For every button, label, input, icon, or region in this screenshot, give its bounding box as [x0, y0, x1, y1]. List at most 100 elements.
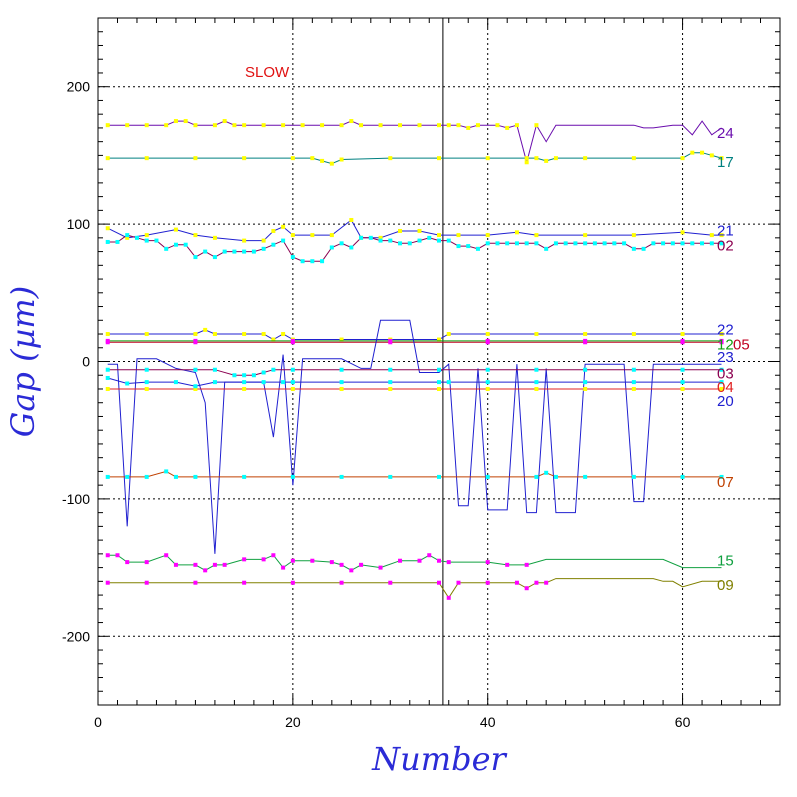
series-point-02 [631, 246, 636, 251]
series-point-09 [144, 580, 149, 585]
series-point-17 [144, 156, 149, 161]
series-point-07 [242, 474, 247, 479]
series-point-24 [173, 119, 178, 124]
series-point-02 [378, 238, 383, 243]
series-label-23: 23 [717, 349, 734, 366]
series-point-02 [261, 246, 266, 251]
series-point-04 [534, 386, 539, 391]
series-point-21 [349, 217, 354, 222]
series-point-02 [612, 241, 617, 246]
series-point-02 [417, 238, 422, 243]
series-point-04 [105, 386, 110, 391]
series-point-02 [222, 249, 227, 254]
series-point-02 [709, 241, 714, 246]
series-point-02 [553, 241, 558, 246]
series-point-02 [505, 241, 510, 246]
series-point-02 [115, 239, 120, 244]
series-point-02 [173, 242, 178, 247]
series-point-24 [524, 160, 529, 165]
series-point-22 [583, 332, 588, 337]
series-point-02 [339, 241, 344, 246]
series-point-02 [485, 241, 490, 246]
series-label-24: 24 [717, 125, 734, 142]
series-line-07 [107, 470, 722, 478]
series-point-03 [261, 370, 266, 375]
series-point-02 [475, 246, 480, 251]
series-point-07 [553, 474, 558, 479]
series-line-22 [107, 329, 722, 341]
series-point-02 [407, 241, 412, 246]
series-point-15 [505, 562, 510, 567]
series-point-24 [359, 123, 364, 128]
y-tick-label: 0 [82, 354, 90, 370]
series-point-21 [437, 233, 441, 238]
series-22 [105, 327, 724, 342]
series-point-22 [719, 332, 724, 337]
series-point-20 [290, 380, 295, 385]
series-point-07 [544, 470, 549, 475]
series-point-02 [281, 238, 286, 243]
series-point-02 [563, 241, 568, 246]
x-tick-label: 0 [94, 714, 102, 730]
series-point-24 [378, 123, 383, 128]
series-point-02 [690, 241, 695, 246]
series-line-23 [107, 319, 722, 554]
series-point-17 [485, 156, 490, 161]
series-point-20 [212, 380, 217, 385]
series-point-15 [212, 562, 217, 567]
series-point-02 [700, 241, 705, 246]
series-point-15 [398, 558, 403, 563]
series-23 [107, 319, 722, 554]
series-label-12: 12 [717, 337, 734, 354]
y-tick-label: -200 [62, 628, 90, 644]
series-point-15 [173, 562, 178, 567]
series-point-24 [417, 123, 422, 128]
series-point-15 [164, 553, 169, 558]
series-point-07 [583, 474, 588, 479]
series-point-03 [631, 367, 636, 372]
series-point-07 [105, 474, 110, 479]
series-point-05 [583, 340, 588, 345]
series-point-15 [329, 560, 334, 565]
series-point-07 [719, 474, 724, 479]
series-point-02 [193, 255, 198, 260]
series-point-17 [524, 156, 529, 161]
series-point-21 [242, 238, 247, 243]
series-point-07 [144, 474, 149, 479]
series-point-09 [514, 580, 519, 585]
series-point-07 [485, 474, 490, 479]
y-axis-title: Gap (µm) [4, 286, 42, 437]
series-point-07 [193, 474, 198, 479]
series-point-21 [271, 228, 276, 233]
series-line-09 [107, 578, 722, 599]
series-point-02 [583, 241, 588, 246]
series-point-02 [329, 245, 334, 250]
series-point-17 [290, 156, 295, 161]
series-point-02 [125, 233, 130, 238]
series-point-02 [592, 241, 597, 246]
series-point-21 [281, 224, 286, 229]
series-point-22 [534, 332, 539, 337]
series-point-17 [310, 156, 315, 161]
series-point-17 [583, 156, 588, 161]
series-point-02 [232, 249, 237, 254]
series-point-17 [544, 158, 549, 163]
series-point-02 [271, 242, 276, 247]
series-point-20 [281, 380, 286, 385]
series-point-03 [212, 367, 217, 372]
series-point-02 [456, 244, 461, 249]
series-point-02 [544, 246, 549, 251]
series-point-17 [690, 150, 695, 155]
series-09 [105, 578, 722, 600]
y-tick-label: 200 [67, 79, 91, 95]
series-point-21 [514, 230, 519, 235]
series-point-17 [437, 156, 441, 161]
series-point-17 [388, 156, 393, 161]
series-point-09 [242, 580, 247, 585]
series-point-09 [456, 580, 461, 585]
series-point-17 [105, 156, 110, 161]
series-point-20 [105, 375, 110, 380]
series-label-09: 09 [717, 577, 734, 594]
series-point-03 [339, 367, 344, 372]
series-point-07 [164, 469, 169, 474]
